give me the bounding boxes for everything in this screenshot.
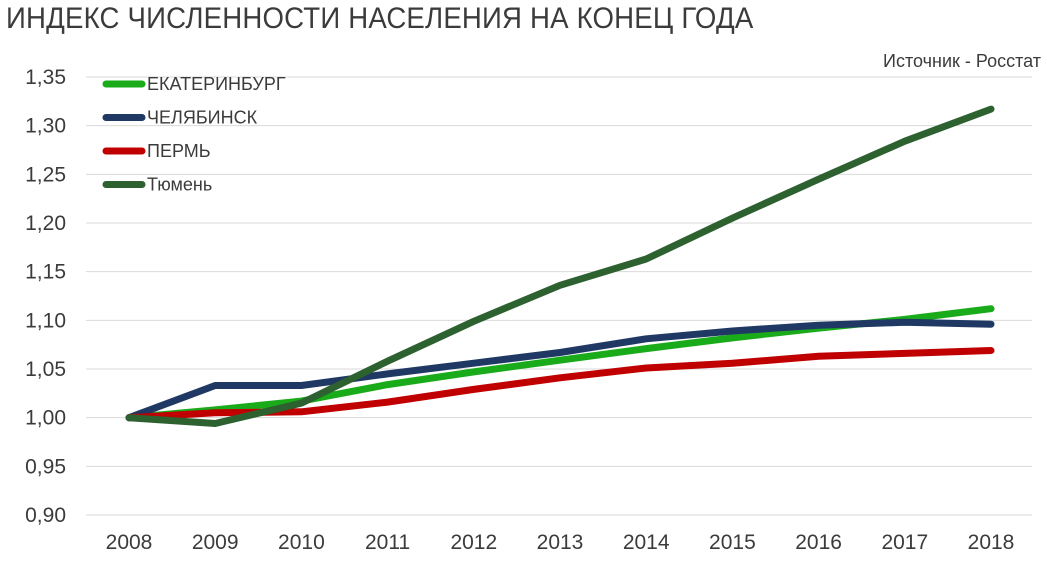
x-tick-label: 2012: [450, 531, 497, 554]
x-tick-label: 2017: [881, 531, 928, 554]
x-tick-label: 2018: [968, 531, 1015, 554]
source-note: Источник - Росстат: [883, 51, 1041, 71]
legend-label: ПЕРМЬ: [147, 141, 211, 161]
y-tick-label: 1,20: [25, 212, 66, 235]
series-lines: [125, 105, 995, 427]
x-tick-label: 2014: [623, 531, 670, 554]
legend-label: ЕКАТЕРИНБУРГ: [147, 74, 286, 94]
x-tick-label: 2016: [795, 531, 842, 554]
y-axis-labels: 0,90 0,95 1,00 1,05 1,10 1,15 1,20 1,25 1,30 1,35: [25, 66, 66, 527]
x-tick-label: 2015: [709, 531, 756, 554]
x-tick-label: 2010: [278, 531, 325, 554]
chart-title: ИНДЕКС ЧИСЛЕННОСТИ НАСЕЛЕНИЯ НА КОНЕЦ ГО…: [6, 2, 754, 35]
y-tick-label: 1,05: [25, 358, 66, 381]
series-line: [125, 318, 995, 422]
x-tick-label: 2008: [106, 531, 153, 554]
y-tick-label: 1,10: [25, 309, 66, 332]
y-tick-label: 0,95: [25, 455, 66, 478]
y-tick-label: 1,15: [25, 261, 66, 284]
legend: ЕКАТЕРИНБУРГ ЧЕЛЯБИНСК ПЕРМЬ Тюмень: [102, 74, 286, 195]
legend-label: Тюмень: [147, 175, 212, 195]
x-tick-label: 2013: [537, 531, 584, 554]
gridlines: [86, 76, 1032, 516]
x-tick-label: 2011: [365, 531, 410, 554]
y-tick-label: 1,00: [25, 407, 66, 430]
y-tick-label: 1,35: [25, 66, 66, 89]
series-line: [125, 105, 995, 427]
x-axis-labels: 2008 2009 2010 2011 2012 2013 2014 2015 2016 2017…: [106, 531, 1015, 554]
y-tick-label: 1,30: [25, 115, 66, 138]
y-tick-label: 0,90: [25, 504, 66, 527]
y-tick-label: 1,25: [25, 163, 66, 186]
x-tick-label: 2009: [192, 531, 239, 554]
legend-label: ЧЕЛЯБИНСК: [147, 108, 258, 128]
